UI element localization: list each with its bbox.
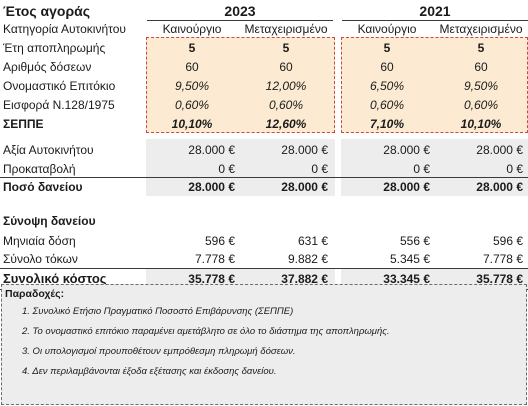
seppe-new-2021: 7,10% <box>369 117 405 131</box>
down-payment-new-2021: 0 € <box>413 162 430 176</box>
year-2023-header: 2023 <box>224 3 256 19</box>
nominal-rate-new-2023: 9,50% <box>174 79 210 93</box>
total-cost-bg-2021 <box>341 268 528 289</box>
repayment-years-new-2021: 5 <box>383 41 391 55</box>
assumption-item: 4. Δεν περιλαμβάνονται έξοδα εξέτασης κα… <box>22 366 277 377</box>
total-interest-used-2021: 7.778 € <box>482 252 523 266</box>
loan-amount-rule <box>0 177 528 178</box>
monthly-installment-new-2021: 556 € <box>399 234 430 248</box>
installments-used-2021: 60 <box>474 60 488 74</box>
loan-amount-used-2023: 28.000 € <box>281 180 328 194</box>
total-interest-new-2021: 5.345 € <box>389 252 430 266</box>
col-used-2021: Μεταχειρισμένο <box>439 22 523 36</box>
loan-amount-new-2023: 28.000 € <box>188 180 235 194</box>
total-interest-new-2023: 7.778 € <box>194 252 235 266</box>
col-new-2023: Καινούργιο <box>162 22 222 36</box>
total-cost-rule-top <box>0 268 528 269</box>
contribution-used-2021: 0,60% <box>463 98 499 112</box>
assumption-item: 1. Συνολικό Ετήσιο Πραγματικό Ποσοστό Επ… <box>22 306 294 317</box>
monthly-installment-new-2023: 596 € <box>204 234 235 248</box>
loan-amount-label: Ποσό δανείου <box>3 180 83 194</box>
nominal-rate-label: Ονομαστικό Επιτόκιο <box>3 79 116 93</box>
car-value-label: Αξία Αυτοκινήτου <box>3 143 94 157</box>
values-bg-2023 <box>146 139 335 196</box>
car-value-new-2021: 28.000 € <box>383 143 430 157</box>
assumption-item: 3. Οι υπολογισμοί προυποθέτουν εμπρόθεσμ… <box>22 346 296 357</box>
seppe-used-2023: 12,60% <box>265 117 307 131</box>
summary-title: Σύνοψη δανείου <box>3 214 96 228</box>
contribution-used-2023: 0,60% <box>268 98 304 112</box>
year-2021-header: 2021 <box>419 3 451 19</box>
installments-new-2021: 60 <box>380 60 394 74</box>
monthly-installment-label: Μηνιαία δόση <box>3 234 76 248</box>
assumption-item: 2. Το ονομαστικό επιτόκιο παραμένει αμετ… <box>22 326 390 337</box>
nominal-rate-used-2023: 12,00% <box>265 79 307 93</box>
purchase-year-label: Έτος αγοράς <box>3 3 91 19</box>
params-highlight-2023 <box>146 37 335 133</box>
header-rule-2023 <box>147 20 333 21</box>
down-payment-label: Προκαταβολή <box>3 162 76 176</box>
installments-label: Αριθμός δόσεων <box>3 60 92 74</box>
loan-amount-new-2021: 28.000 € <box>383 180 430 194</box>
values-bg-2021 <box>341 139 528 196</box>
total-cost-new-2023: 35.778 € <box>188 272 235 286</box>
total-interest-used-2023: 9.882 € <box>287 252 328 266</box>
down-payment-used-2023: 0 € <box>311 162 328 176</box>
assumptions-title: Παραδοχές: <box>5 288 65 300</box>
repayment-years-used-2021: 5 <box>477 41 485 55</box>
params-highlight-2021 <box>341 37 528 133</box>
car-value-used-2021: 28.000 € <box>476 143 523 157</box>
car-category-label: Κατηγορία Αυτοκινήτου <box>3 22 126 36</box>
total-cost-used-2021: 35.778 € <box>476 272 523 286</box>
installments-new-2023: 60 <box>185 60 199 74</box>
contribution-label: Εισφορά Ν.128/1975 <box>3 98 115 112</box>
total-cost-label: Συνολικό κόστος <box>3 271 107 286</box>
total-cost-used-2023: 37.882 € <box>281 272 328 286</box>
car-value-used-2023: 28.000 € <box>281 143 328 157</box>
repayment-years-new-2023: 5 <box>188 41 196 55</box>
seppe-new-2023: 10,10% <box>171 117 213 131</box>
assumptions-box <box>1 284 527 405</box>
monthly-installment-used-2021: 596 € <box>492 234 523 248</box>
total-interest-label: Σύνολο τόκων <box>3 252 78 266</box>
col-new-2021: Καινούργιο <box>357 22 417 36</box>
loan-amount-used-2021: 28.000 € <box>476 180 523 194</box>
total-cost-new-2021: 33.345 € <box>383 272 430 286</box>
nominal-rate-used-2021: 9,50% <box>463 79 499 93</box>
repayment-years-used-2023: 5 <box>282 41 290 55</box>
car-value-new-2023: 28.000 € <box>188 143 235 157</box>
repayment-years-label: Έτη αποπληρωμής <box>3 41 106 55</box>
seppe-used-2021: 10,10% <box>460 117 502 131</box>
header-rule-2021 <box>342 20 528 21</box>
installments-used-2023: 60 <box>279 60 293 74</box>
monthly-installment-used-2023: 631 € <box>297 234 328 248</box>
seppe-label: ΣΕΠΠΕ <box>3 117 44 131</box>
contribution-new-2021: 0,60% <box>369 98 405 112</box>
down-payment-used-2021: 0 € <box>506 162 523 176</box>
down-payment-new-2023: 0 € <box>218 162 235 176</box>
nominal-rate-new-2021: 6,50% <box>369 79 405 93</box>
total-cost-bg-2023 <box>146 268 335 289</box>
col-used-2023: Μεταχειρισμένο <box>244 22 328 36</box>
contribution-new-2023: 0,60% <box>174 98 210 112</box>
